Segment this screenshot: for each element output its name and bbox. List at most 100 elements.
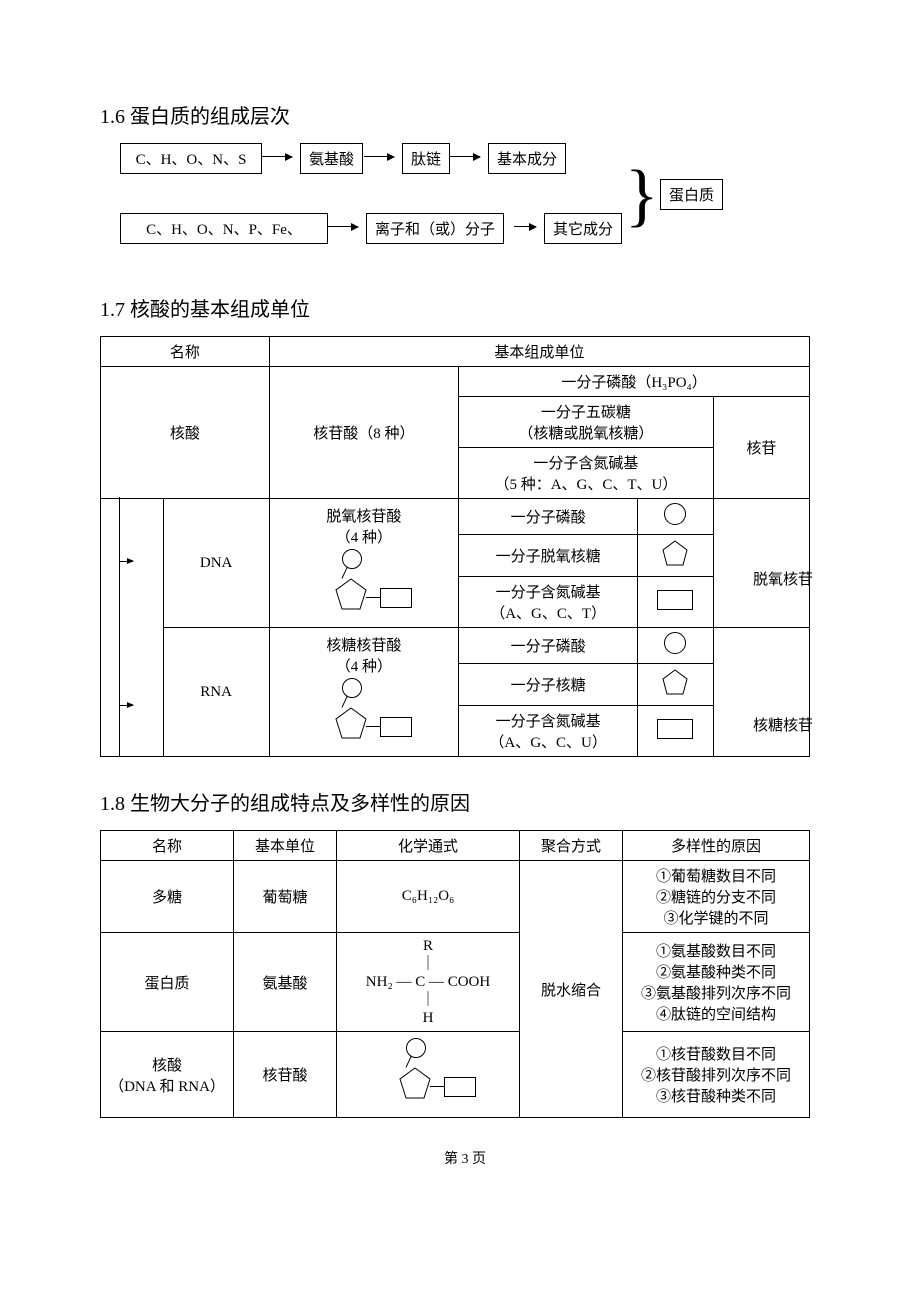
cell: 多糖	[101, 861, 234, 933]
hdr: 基本单位	[234, 831, 337, 861]
cell	[638, 535, 714, 577]
flow-box: 基本成分	[488, 143, 566, 174]
rect-icon	[657, 719, 693, 739]
text: （A、G、C、T）	[490, 606, 606, 622]
nucleotide-icon	[314, 676, 414, 746]
hdr: 名称	[101, 831, 234, 861]
text: ①葡萄糖数目不同 ②糖链的分支不同 ③化学键的不同	[629, 865, 803, 928]
cell-reasons: ①核苷酸数目不同 ②核苷酸排列次序不同 ③核苷酸种类不同	[623, 1032, 810, 1118]
arrow-icon	[514, 226, 536, 227]
flow-result: 蛋白质	[660, 179, 723, 210]
section-1-6-title: 1.6 蛋白质的组成层次	[100, 100, 830, 129]
flow-box: C、H、O、N、S	[120, 143, 262, 174]
cell: 一分子磷酸	[459, 499, 638, 535]
cell	[713, 499, 809, 628]
table-1-7: 名称 基本组成单位 核酸 核苷酸（8 种） 一分子磷酸（H₃PO₄） 一分子五碳…	[100, 336, 810, 757]
hdr: 多样性的原因	[623, 831, 810, 861]
text: （4 种）	[336, 659, 392, 675]
text: （5 种：A、G、C、T、U）	[494, 477, 677, 493]
text: 一分子含氮碱基	[496, 714, 601, 730]
text: NH₂	[366, 974, 393, 990]
side-label: 脱氧核苷	[748, 568, 818, 589]
cell-nt: 核苷酸（8 种）	[269, 367, 458, 499]
cell: 氨基酸	[234, 933, 337, 1032]
flow-diagram-1-6: C、H、O、N、S 氨基酸 肽链 基本成分 C、H、O、N、P、Fe、 离子和（…	[120, 143, 830, 263]
section-1-6: 1.6 蛋白质的组成层次 C、H、O、N、S 氨基酸 肽链 基本成分 C、H、O…	[100, 100, 830, 263]
flow-box: 其它成分	[544, 213, 622, 244]
cell: 脱水缩合	[520, 861, 623, 1118]
cell: 一分子含氮碱基 （A、G、C、T）	[459, 577, 638, 628]
text: ①核苷酸数目不同 ②核苷酸排列次序不同 ③核苷酸种类不同	[629, 1043, 803, 1106]
cell: 一分子磷酸	[459, 628, 638, 664]
flow-box: 肽链	[402, 143, 450, 174]
text: 一分子五碳糖	[541, 405, 631, 421]
table-1-8: 名称 基本单位 化学通式 聚合方式 多样性的原因 多糖 葡萄糖 C₆H₁₂O₆ …	[100, 830, 810, 1118]
pentagon-icon	[661, 668, 689, 696]
cell: 葡萄糖	[234, 861, 337, 933]
cell: 一分子核糖	[459, 664, 638, 706]
cell-rna: RNA	[163, 628, 269, 757]
cell: 一分子含氮碱基 （5 种：A、G、C、T、U）	[459, 448, 714, 499]
arrow-icon	[450, 156, 480, 157]
text: （DNA 和 RNA）	[109, 1079, 225, 1095]
document-page: 1.6 蛋白质的组成层次 C、H、O、N、S 氨基酸 肽链 基本成分 C、H、O…	[0, 0, 920, 1302]
arrow-icon	[262, 156, 292, 157]
arrow-icon	[328, 226, 358, 227]
page-footer: 第 3 页	[100, 1148, 830, 1168]
cell: 核酸 （DNA 和 RNA）	[101, 1032, 234, 1118]
text: H	[423, 1010, 434, 1026]
text: 核酸	[152, 1058, 182, 1074]
cell	[638, 499, 714, 535]
brace-icon: }	[625, 161, 659, 231]
cell-formula: R ｜ NH₂ — C — COOH ｜ H	[337, 933, 520, 1032]
text: 脱氧核苷酸	[326, 509, 401, 525]
cell-dna: DNA	[163, 499, 269, 628]
text: C	[415, 974, 425, 990]
text: R	[423, 938, 433, 954]
section-1-8: 1.8 生物大分子的组成特点及多样性的原因 名称 基本单位 化学通式 聚合方式 …	[100, 787, 830, 1118]
circle-icon	[664, 632, 686, 654]
cell: 一分子含氮碱基 （A、G、C、U）	[459, 706, 638, 757]
text: 核糖核苷酸	[326, 638, 401, 654]
cell-dna-nt: 脱氧核苷酸 （4 种）	[269, 499, 458, 628]
text: （核糖或脱氧核糖）	[518, 426, 653, 442]
circle-icon	[664, 503, 686, 525]
cell: 核苷酸	[234, 1032, 337, 1118]
side-label: 核糖核苷	[748, 714, 818, 735]
hdr-name: 名称	[101, 337, 270, 367]
text: ｜	[420, 992, 435, 1008]
cell	[638, 664, 714, 706]
flow-box: 氨基酸	[300, 143, 363, 174]
rect-icon	[657, 590, 693, 610]
tree-cell	[101, 499, 164, 757]
cell: 一分子五碳糖 （核糖或脱氧核糖）	[459, 397, 714, 448]
flow-box: C、H、O、N、P、Fe、	[120, 213, 328, 244]
text: COOH	[448, 974, 491, 990]
cell	[713, 628, 809, 757]
arrow-icon	[364, 156, 394, 157]
hdr: 聚合方式	[520, 831, 623, 861]
cell-formula: C₆H₁₂O₆	[337, 861, 520, 933]
nucleotide-icon	[314, 547, 414, 617]
hdr: 化学通式	[337, 831, 520, 861]
pentagon-icon	[661, 539, 689, 567]
text: （A、G、C、U）	[489, 735, 607, 751]
hdr-unit: 基本组成单位	[269, 337, 809, 367]
section-1-8-title: 1.8 生物大分子的组成特点及多样性的原因	[100, 787, 830, 816]
section-1-7-title: 1.7 核酸的基本组成单位	[100, 293, 830, 322]
cell: 核苷	[713, 397, 809, 499]
nucleotide-icon	[378, 1036, 478, 1108]
text: 一分子含氮碱基	[533, 456, 638, 472]
cell-reasons: ①氨基酸数目不同 ②氨基酸种类不同 ③氨基酸排列次序不同 ④肽链的空间结构	[623, 933, 810, 1032]
text: ｜	[420, 956, 435, 972]
cell	[638, 577, 714, 628]
cell-formula	[337, 1032, 520, 1118]
cell	[638, 628, 714, 664]
cell-rna-nt: 核糖核苷酸 （4 种）	[269, 628, 458, 757]
flow-box: 离子和（或）分子	[366, 213, 504, 244]
cell	[638, 706, 714, 757]
text: ①氨基酸数目不同 ②氨基酸种类不同 ③氨基酸排列次序不同 ④肽链的空间结构	[629, 940, 803, 1024]
section-1-7: 1.7 核酸的基本组成单位 名称 基本组成单位 核酸 核苷酸（8 种） 一分子磷…	[100, 293, 830, 757]
cell: 一分子磷酸（H₃PO₄）	[459, 367, 810, 397]
cell: 蛋白质	[101, 933, 234, 1032]
